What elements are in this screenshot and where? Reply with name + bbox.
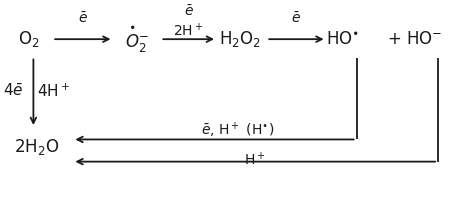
Text: H$^+$: H$^+$ [244, 151, 265, 168]
Text: 4$\bar{e}$: 4$\bar{e}$ [3, 83, 23, 99]
Text: O$_2$: O$_2$ [18, 29, 39, 49]
Text: 4H$^+$: 4H$^+$ [37, 83, 70, 100]
Text: + HO$^{-}$: + HO$^{-}$ [387, 30, 442, 48]
Text: H$_2$O$_2$: H$_2$O$_2$ [219, 29, 262, 49]
Text: $\bar{e}$: $\bar{e}$ [78, 11, 88, 26]
Text: $\bar{e}$, H$^+$ (H$^{\bullet}$): $\bar{e}$, H$^+$ (H$^{\bullet}$) [201, 121, 275, 140]
Text: $\overset{\bullet}{O}_2^{-}$: $\overset{\bullet}{O}_2^{-}$ [125, 24, 149, 54]
Text: HO$^{\bullet}$: HO$^{\bullet}$ [326, 30, 359, 48]
Text: $\bar{e}$: $\bar{e}$ [292, 11, 301, 26]
Text: $\bar{e}$
2H$^+$: $\bar{e}$ 2H$^+$ [173, 4, 204, 39]
Text: 2H$_2$O: 2H$_2$O [14, 137, 59, 157]
